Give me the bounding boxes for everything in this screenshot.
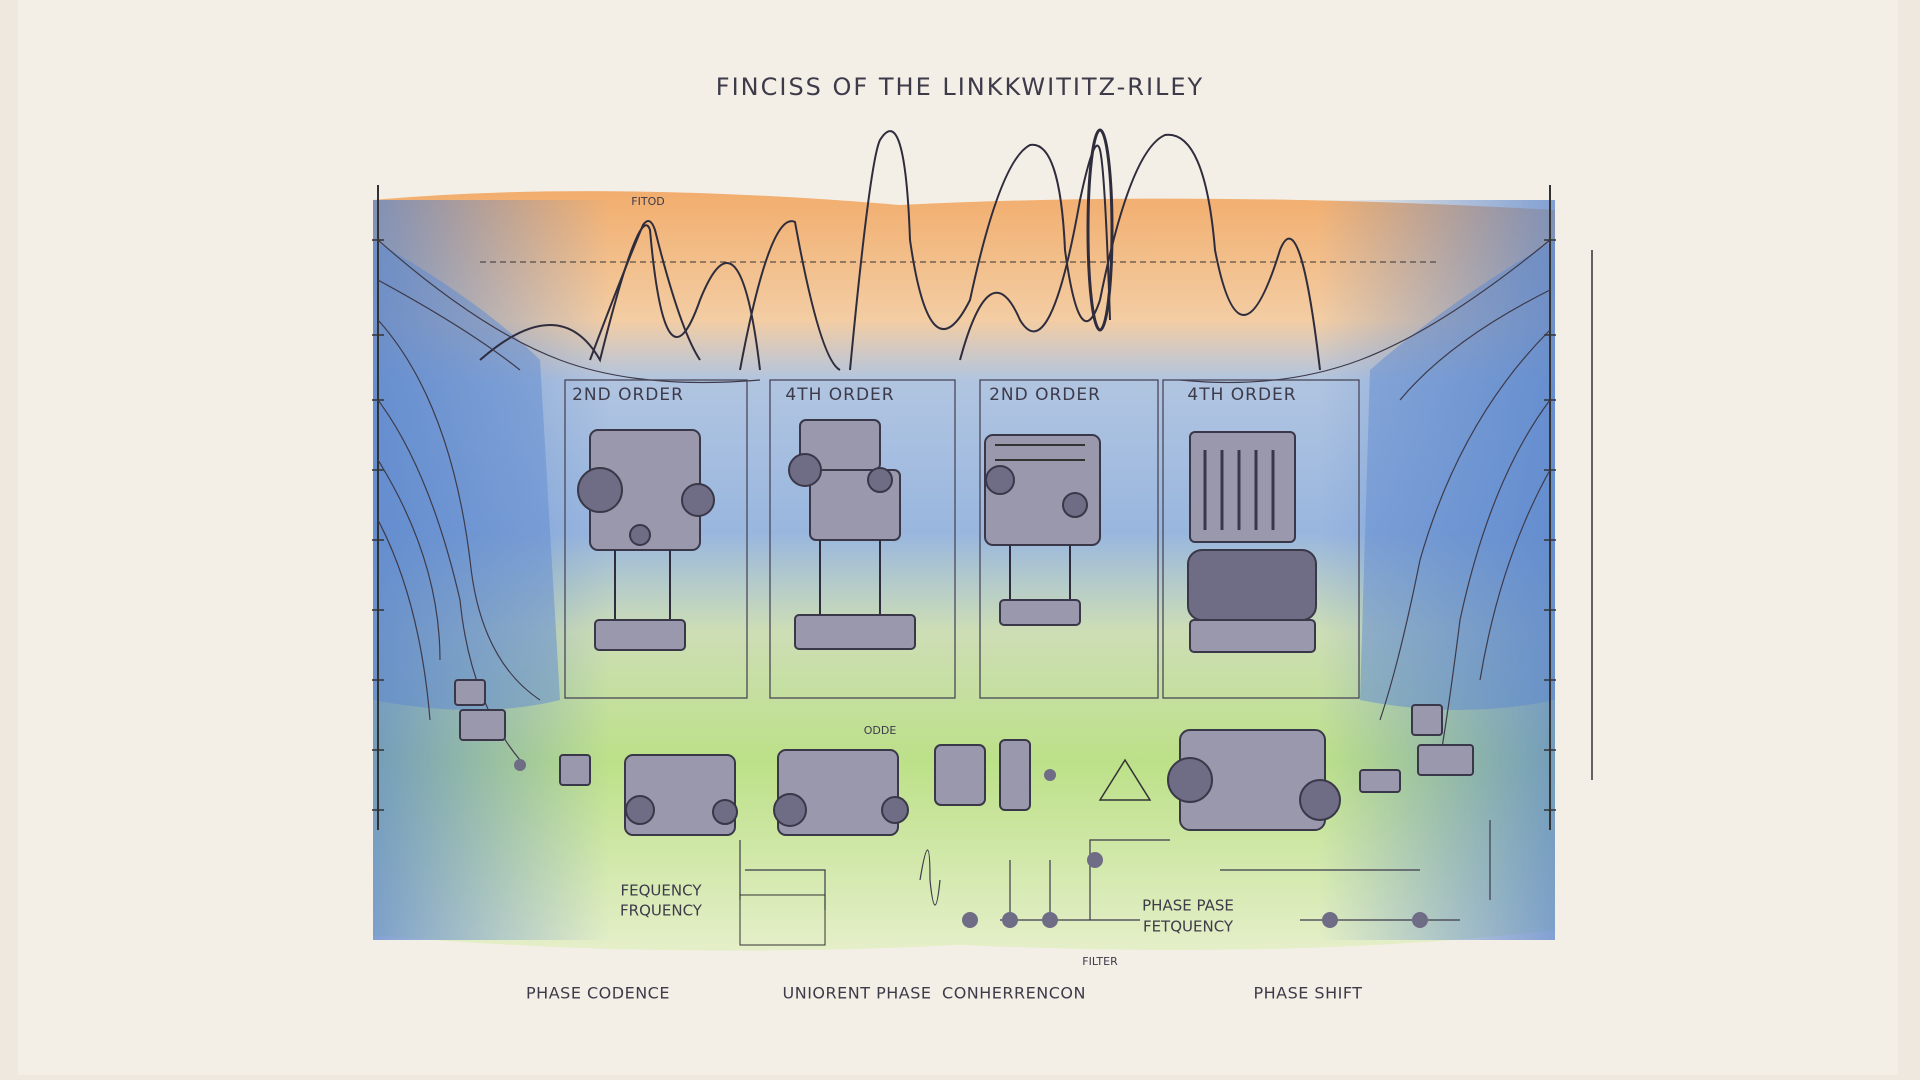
- side-gradient: [373, 200, 1555, 940]
- nodes: [514, 759, 1428, 928]
- small-label: ODDE: [864, 724, 897, 737]
- small-label: FILTER: [1082, 955, 1118, 968]
- bottom-label: PHASE SHIFT: [1253, 984, 1362, 1003]
- annotation: FETQUENCY: [1143, 918, 1234, 936]
- panel-label: 4TH ORDER: [785, 385, 894, 405]
- annotation: FEQUENCY: [621, 882, 703, 900]
- device: [788, 419, 916, 650]
- panel-frame: [979, 379, 1159, 699]
- device: [577, 429, 715, 651]
- panel-frame: [564, 379, 748, 699]
- small-label: FITOD: [631, 195, 664, 208]
- bottom-label: CONHERRENCON: [942, 984, 1086, 1003]
- bottom-label: PHASE CODENCE: [526, 984, 670, 1003]
- panel-label: 4TH ORDER: [1187, 385, 1296, 405]
- bottom-label: UNIORENT PHASE: [783, 984, 932, 1003]
- panel-frame: [1162, 379, 1360, 699]
- panel-label: 2ND ORDER: [572, 385, 684, 405]
- annotation: FRQUENCY: [620, 902, 703, 920]
- device: [984, 434, 1101, 626]
- device: [454, 679, 1474, 836]
- annotation: PHASE PASE: [1142, 897, 1234, 915]
- curves: [377, 128, 1551, 946]
- device: [1187, 431, 1317, 653]
- panel-frame: [769, 379, 956, 699]
- panel-label: 2ND ORDER: [989, 385, 1101, 405]
- title: FINCISS OF THE LINKKWITITZ-RILEY: [716, 73, 1204, 101]
